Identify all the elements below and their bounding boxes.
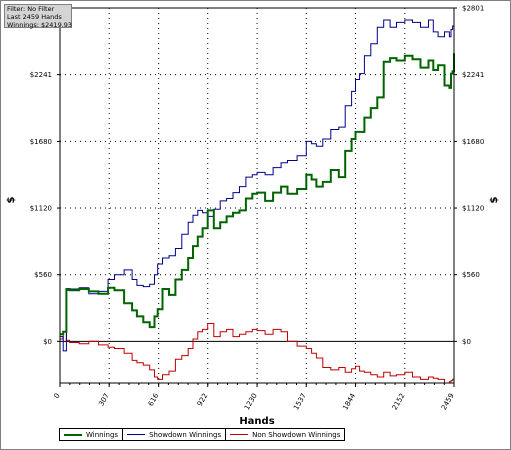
legend-swatch-winnings (64, 433, 82, 436)
winnings-text: Winnings: $2419.93 (7, 21, 73, 29)
grid (60, 7, 454, 383)
legend-label: Winnings (86, 430, 119, 439)
legend: Winnings Showdown Winnings Non Showdown … (59, 428, 346, 441)
plot-area (59, 7, 455, 384)
series-line-showdown-winnings (60, 8, 455, 352)
series-layer (60, 8, 455, 384)
y-tick-label-left: $2241 (30, 71, 52, 79)
summary-box: Filter: No Filter Last 2459 Hands Winnin… (4, 4, 73, 29)
x-tick-label: 1537 (292, 392, 308, 411)
x-axis: 0 307 616 922 1230 1537 1844 2152 2459 (53, 383, 456, 411)
x-tick-label: 307 (97, 392, 111, 408)
y-tick-label-right: $2241 (462, 71, 484, 79)
x-tick-label: 616 (147, 392, 161, 408)
y-tick-label-left: $1120 (30, 205, 52, 213)
series-line-non-showdown-winnings (60, 323, 454, 384)
series-line-winnings (60, 53, 455, 336)
y-axis-title-right: $ (489, 196, 500, 203)
legend-swatch-non-showdown (230, 434, 249, 435)
y-tick-label-right: $0 (462, 338, 471, 346)
y-tick-label-right: $1120 (462, 205, 484, 213)
y-tick-label-left: $0 (43, 338, 52, 346)
legend-item-winnings: Winnings (60, 429, 124, 440)
y-axis-left: $0$560$1120$1680$2241$2801 (30, 5, 60, 346)
x-tick-label: 1230 (243, 392, 259, 411)
y-tick-label-right: $1680 (462, 138, 484, 146)
legend-item-non-showdown: Non Showdown Winnings (226, 429, 344, 440)
y-tick-label-left: $560 (34, 271, 52, 279)
filter-text: Filter: No Filter (7, 5, 55, 13)
x-tick-label: 0 (53, 392, 62, 400)
x-axis-title: Hands (239, 416, 274, 427)
y-tick-label-right: $2801 (462, 5, 484, 13)
y-axis-right: $0 $560 $1120 $1680 $2241 $2801 (454, 5, 484, 346)
x-tick-label: 922 (196, 392, 210, 408)
legend-label: Showdown Winnings (149, 430, 222, 439)
hands-count-text: Last 2459 Hands (7, 13, 62, 21)
x-tick-label: 2152 (391, 392, 407, 411)
y-axis-title-left: $ (6, 196, 17, 203)
x-tick-label: 2459 (440, 392, 456, 411)
legend-swatch-showdown (127, 434, 146, 435)
legend-item-showdown: Showdown Winnings (123, 429, 227, 440)
y-tick-label-left: $1680 (30, 138, 52, 146)
legend-label: Non Showdown Winnings (252, 430, 341, 439)
y-tick-label-right: $560 (462, 271, 480, 279)
x-tick-label: 1844 (341, 392, 357, 412)
